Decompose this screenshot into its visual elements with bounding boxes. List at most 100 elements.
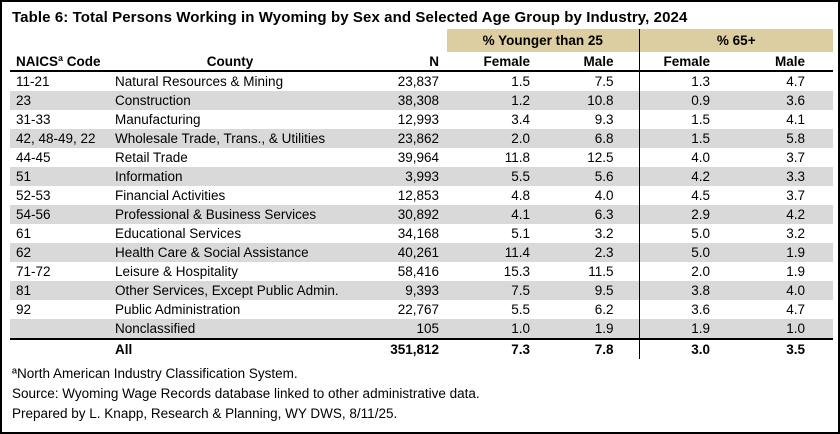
pct-under25-female-cell: 7.3: [447, 338, 540, 359]
table-row: 11-21 Natural Resources & Mining 23,837 1.5…: [10, 71, 833, 91]
pct-under25-male-cell: 9.5: [540, 281, 639, 300]
pct-65plus-female-cell: 3.0: [638, 338, 720, 359]
pct-65plus-female-cell: 1.3: [638, 71, 720, 91]
naics-code-cell: 62: [10, 243, 110, 262]
pct-65plus-female-cell: 0.9: [638, 91, 720, 110]
industry-cell: Manufacturing: [115, 112, 201, 127]
pct-under25-male-cell: 7.8: [540, 338, 639, 359]
pct-under25-male-cell: 9.3: [594, 112, 614, 127]
pct-65plus-male-cell: 4.7: [786, 74, 805, 89]
industry-cell: Information: [110, 167, 350, 186]
table-row: 61 Educational Services 34,168 5.1 3.2 5.0 3.2: [10, 224, 833, 243]
naics-code-cell: 54-56: [10, 205, 110, 224]
pct-65plus-male-cell: 4.7: [786, 302, 805, 317]
n-cell: 38,308: [350, 91, 447, 110]
pct-under25-female-cell: 7.5: [447, 281, 540, 300]
pct-under25-female-cell: 5.5: [447, 167, 540, 186]
pct-under25-male-cell: 10.8: [540, 91, 639, 110]
table-row: 31-33 Manufacturing 12,993 3.4 9.3 1.5 4.1: [10, 110, 833, 129]
industry-cell: Health Care & Social Assistance: [110, 243, 350, 262]
naics-code-cell: 51: [10, 167, 110, 186]
pct-under25-female-cell: 1.2: [447, 91, 540, 110]
col-header-65plus-male: Male: [720, 52, 833, 72]
pct-65plus-male-cell: 1.9: [720, 243, 833, 262]
table-footer: All 351,812 7.3 7.8 3.0 3.5: [10, 338, 833, 359]
table-row: 44-45 Retail Trade 39,964 11.8 12.5 4.0 3.7: [10, 148, 833, 167]
pct-under25-female-cell: 4.8: [511, 188, 530, 203]
pct-65plus-male-cell: 3.5: [720, 338, 833, 359]
n-cell: 12,853: [397, 188, 439, 203]
table-body: 11-21 Natural Resources & Mining 23,837 1.5…: [10, 71, 833, 339]
pct-65plus-female-cell: 2.0: [638, 262, 720, 281]
pct-under25-male-cell: 4.0: [594, 188, 614, 203]
col-header-naics-code: NAICSª Code: [10, 52, 110, 72]
naics-code-cell: 81: [10, 281, 110, 300]
pct-under25-female-cell: 15.3: [503, 264, 530, 279]
footnote-prepared: Prepared by L. Knapp, Research & Plannin…: [12, 406, 398, 421]
total-row: All 351,812 7.3 7.8 3.0 3.5: [10, 338, 833, 359]
pct-under25-female-cell: 5.1: [511, 226, 530, 241]
naics-code-cell: 61: [16, 226, 32, 241]
pct-65plus-female-cell: 5.0: [638, 243, 720, 262]
pct-under25-female-cell: 3.4: [511, 112, 530, 127]
pct-65plus-female-cell: 1.5: [638, 129, 720, 148]
pct-under25-female-cell: 1.5: [511, 74, 530, 89]
pct-65plus-male-cell: 1.9: [786, 264, 805, 279]
pct-65plus-male-cell: 3.3: [720, 167, 833, 186]
col-header-n: N: [350, 52, 447, 72]
pct-65plus-male-cell: 4.1: [786, 112, 805, 127]
column-group-row: % Younger than 25 % 65+: [10, 29, 833, 52]
n-cell: 22,767: [397, 302, 439, 317]
pct-65plus-male-cell: 4.0: [720, 281, 833, 300]
industry-cell: Professional & Business Services: [110, 205, 350, 224]
pct-65plus-female-cell: 1.9: [638, 319, 720, 339]
industry-cell: Public Administration: [115, 302, 241, 317]
table-title: Table 6: Total Persons Working in Wyomin…: [12, 9, 688, 26]
pct-under25-female-cell: 4.1: [447, 205, 540, 224]
table-row: 92 Public Administration 22,767 5.5 6.2 3.6 4.…: [10, 300, 833, 319]
naics-code-cell: 23: [10, 91, 110, 110]
naics-code-cell: 92: [16, 302, 32, 317]
pct-under25-female-cell: 2.0: [447, 129, 540, 148]
pct-under25-male-cell: 6.2: [594, 302, 614, 317]
industry-cell: Financial Activities: [115, 188, 226, 203]
naics-code-cell: 11-21: [16, 74, 50, 89]
n-cell: 58,416: [397, 264, 439, 279]
n-cell: 40,261: [350, 243, 447, 262]
naics-code-cell: 44-45: [16, 150, 51, 165]
col-header-under25-female: Female: [447, 52, 540, 72]
pct-under25-female-cell: 1.0: [447, 319, 540, 339]
naics-code-cell: 71-72: [16, 264, 51, 279]
pct-under25-female-cell: 11.4: [447, 243, 540, 262]
pct-under25-female-cell: 5.5: [511, 302, 530, 317]
n-cell: 9,393: [350, 281, 447, 300]
pct-65plus-male-cell: 5.8: [720, 129, 833, 148]
pct-under25-male-cell: 6.3: [540, 205, 639, 224]
col-header-65plus-female: Female: [638, 52, 720, 72]
naics-code-cell: 31-33: [16, 112, 51, 127]
pct-65plus-female-cell: 4.5: [638, 186, 720, 205]
pct-under25-male-cell: 1.9: [540, 319, 639, 339]
pct-under25-male-cell: 5.6: [540, 167, 639, 186]
pct-under25-male-cell: 6.8: [540, 129, 639, 148]
pct-under25-male-cell: 7.5: [594, 74, 614, 89]
n-cell: 3,993: [350, 167, 447, 186]
table-header: % Younger than 25 % 65+ NAICSª Code Coun…: [10, 29, 833, 72]
pct-65plus-male-cell: 3.6: [720, 91, 833, 110]
pct-65plus-female-cell: 2.9: [638, 205, 720, 224]
pct-65plus-female-cell: 4.0: [638, 148, 720, 167]
group-header-spacer: [10, 29, 447, 52]
pct-under25-male-cell: 12.5: [587, 150, 614, 165]
column-header-row: NAICSª Code County N Female Male Female …: [10, 52, 833, 72]
footnotes: ªNorth American Industry Classification …: [12, 364, 832, 424]
group-header-younger-than-25: % Younger than 25: [447, 29, 639, 52]
pct-65plus-female-cell: 5.0: [638, 224, 720, 243]
pct-under25-male-cell: 3.2: [594, 226, 614, 241]
pct-under25-female-cell: 11.8: [504, 150, 530, 165]
n-cell: 39,964: [397, 150, 439, 165]
table-row: 52-53 Financial Activities 12,853 4.8 4.0 4.5…: [10, 186, 833, 205]
col-header-under25-male: Male: [540, 52, 639, 72]
data-table: % Younger than 25 % 65+ NAICSª Code Coun…: [10, 29, 833, 359]
pct-65plus-male-cell: 3.2: [786, 226, 805, 241]
